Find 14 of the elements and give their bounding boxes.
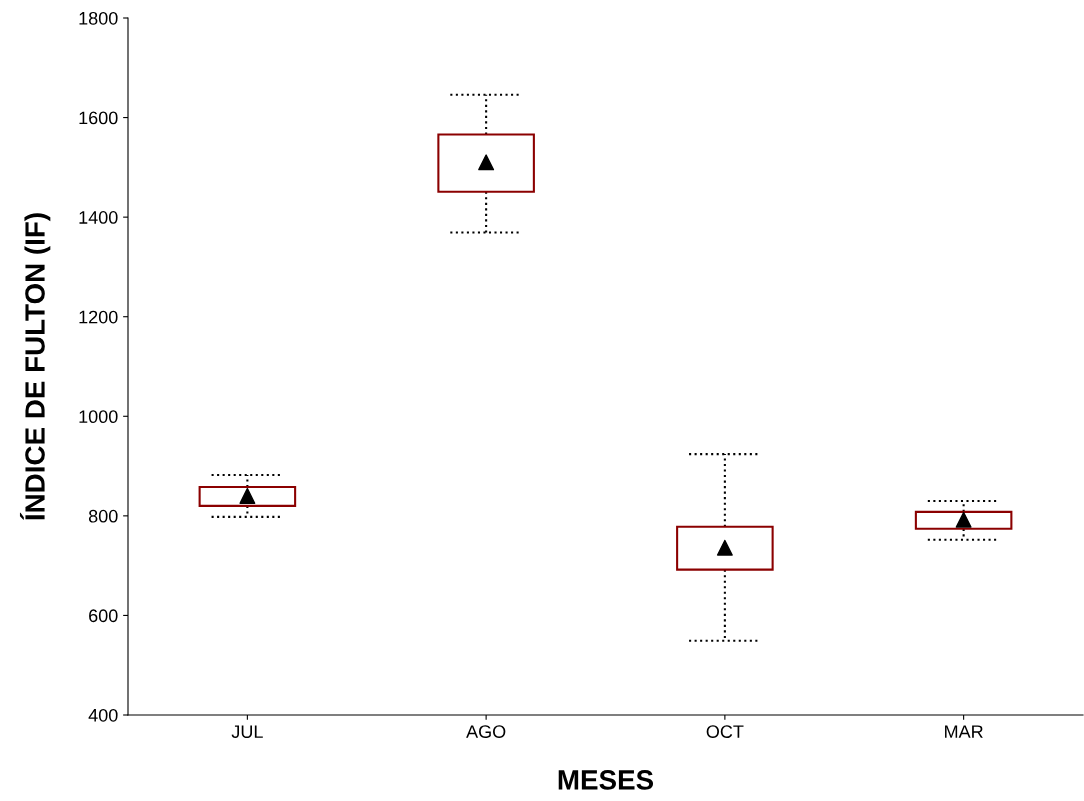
x-tick-label: OCT [706, 725, 744, 738]
x-axis-title: MESES [558, 770, 654, 790]
y-tick-label: 800 [88, 509, 118, 523]
y-tick-label: 1400 [79, 211, 118, 224]
y-tick-label: 1000 [79, 410, 118, 424]
y-tick-label: 600 [89, 609, 118, 623]
y-tick-label: 1200 [79, 310, 118, 324]
x-tick-label: JUL [231, 725, 263, 738]
y-axis-title: ÍNDICE DE FULTON (IF) [19, 213, 51, 520]
x-tick-label: AGO [466, 725, 506, 738]
y-tick-label: 1800 [79, 11, 118, 25]
x-tick-label: MAR [945, 725, 983, 738]
y-tick-label: 1600 [79, 111, 118, 125]
y-tick-label: 400 [88, 708, 118, 722]
